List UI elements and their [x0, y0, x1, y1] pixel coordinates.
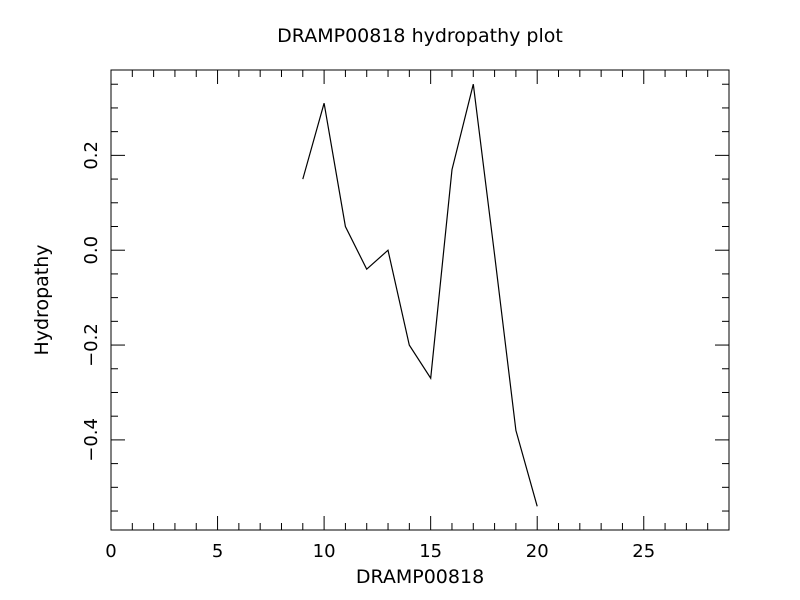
- axis-ticks: [110, 70, 730, 530]
- y-tick-label: −0.2: [81, 323, 102, 367]
- x-tick-label: 5: [212, 541, 223, 562]
- y-axis-label: Hydropathy: [31, 244, 53, 355]
- x-tick-label: 0: [105, 541, 116, 562]
- chart-title: DRAMP00818 hydropathy plot: [277, 25, 563, 47]
- x-axis-label: DRAMP00818: [356, 566, 484, 588]
- x-tick-label: 25: [632, 541, 655, 562]
- hydropathy-line: [302, 84, 538, 507]
- y-tick-label: 0.0: [81, 236, 102, 265]
- axis-tick-labels: 0 5 10 15 20 25 −0.4 −0.2 0.0 0.2: [81, 141, 655, 562]
- series-group: [302, 84, 538, 507]
- x-tick-label: 15: [419, 541, 442, 562]
- x-tick-label: 20: [526, 541, 549, 562]
- x-tick-label: 10: [313, 541, 336, 562]
- y-tick-label: 0.2: [81, 141, 102, 170]
- plot-frame: [110, 69, 730, 531]
- y-tick-label: −0.4: [81, 418, 102, 462]
